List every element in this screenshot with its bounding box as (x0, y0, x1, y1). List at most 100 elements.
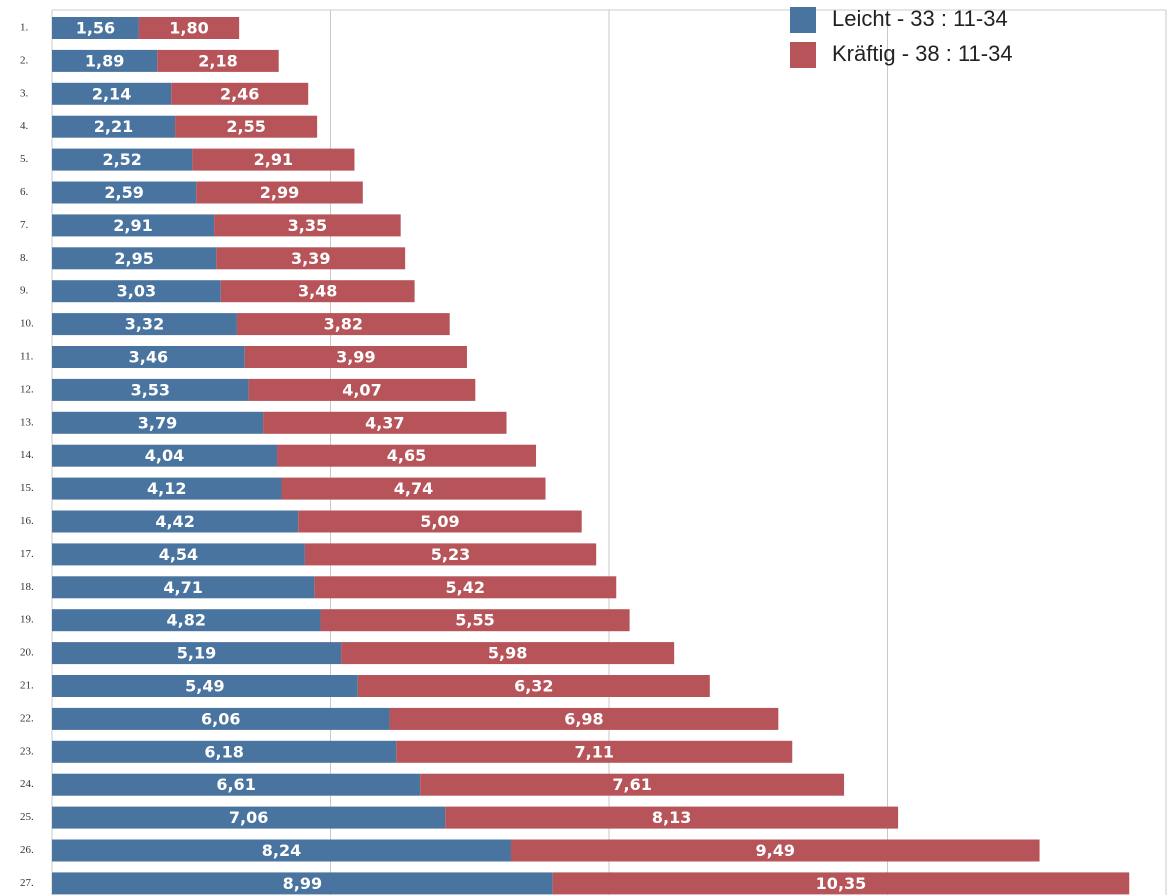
bar-segment (214, 214, 401, 237)
category-label: 22. (20, 712, 34, 724)
value-label: 3,46 (129, 348, 168, 367)
value-label: 5,19 (177, 644, 216, 663)
value-label: 3,82 (324, 315, 363, 334)
bar-segment (52, 675, 358, 697)
value-label: 2,46 (220, 84, 259, 103)
value-label: 2,18 (198, 51, 237, 70)
bar-segment (396, 740, 793, 763)
bar-segment (236, 313, 450, 336)
value-label: 1,56 (76, 19, 115, 38)
bar-segment (52, 806, 446, 829)
value-label: 3,53 (131, 380, 170, 399)
category-label: 9. (20, 285, 29, 297)
bar-segment (445, 806, 899, 829)
bar-segment (192, 148, 355, 171)
bar-segment (52, 247, 217, 270)
value-label: 6,32 (514, 677, 553, 696)
category-label: 19. (20, 614, 34, 626)
value-label: 2,21 (94, 117, 133, 136)
value-label: 5,23 (431, 545, 470, 564)
value-label: 2,91 (254, 150, 293, 169)
bar-segment (298, 510, 582, 533)
category-label: 17. (20, 548, 34, 560)
bar-segment (52, 642, 342, 665)
value-label: 4,12 (147, 479, 186, 498)
bar-segment (52, 346, 245, 368)
value-label: 3,03 (117, 282, 156, 301)
category-label: 11. (20, 351, 34, 363)
bar-segment (510, 839, 1040, 862)
bar-segment (357, 675, 710, 697)
value-label: 5,09 (420, 512, 459, 531)
value-label: 2,14 (92, 84, 131, 103)
bar-segment (52, 543, 305, 566)
bar-segment (216, 247, 406, 270)
category-label: 5. (20, 153, 29, 165)
bar-segment (52, 82, 172, 105)
bar-segment (52, 181, 197, 204)
value-label: 6,06 (201, 709, 240, 728)
value-label: 8,99 (283, 874, 322, 893)
value-label: 5,55 (455, 611, 494, 630)
value-label: 9,49 (756, 841, 795, 860)
value-label: 3,48 (298, 282, 337, 301)
bar-segment (263, 411, 507, 434)
bar-segment (244, 346, 467, 368)
bar-segment (52, 280, 221, 303)
value-label: 4,82 (166, 611, 205, 630)
bar-segment (52, 609, 321, 632)
category-label: 20. (20, 647, 34, 659)
category-label: 8. (20, 252, 29, 264)
category-label: 27. (20, 877, 34, 889)
bar-segment (320, 609, 630, 632)
bar-segment (52, 378, 249, 401)
value-label: 2,52 (102, 150, 141, 169)
value-label: 3,99 (336, 348, 375, 367)
bar-segment (220, 280, 415, 303)
value-label: 3,39 (291, 249, 330, 268)
bar-segment (52, 17, 139, 39)
category-label: 15. (20, 482, 34, 494)
value-label: 1,80 (169, 19, 208, 38)
legend-label: Leicht - 33 : 11-34 (832, 6, 1008, 31)
value-label: 2,99 (260, 183, 299, 202)
value-label: 8,24 (262, 841, 301, 860)
bar-segment (52, 214, 215, 237)
bar-segment (281, 477, 546, 500)
bar-segment (304, 543, 597, 566)
value-label: 4,42 (155, 512, 194, 531)
category-label: 23. (20, 745, 34, 757)
category-label: 6. (20, 186, 29, 198)
category-label: 4. (20, 120, 29, 132)
legend-label: Kräftig - 38 : 11-34 (832, 41, 1013, 66)
value-label: 2,59 (104, 183, 143, 202)
bar-segment (277, 444, 537, 467)
value-label: 4,54 (159, 545, 198, 564)
bar-segment (52, 872, 553, 895)
bar-segment (52, 115, 176, 138)
value-label: 7,61 (612, 775, 651, 794)
value-label: 4,65 (387, 446, 426, 465)
bar-segment (175, 115, 318, 138)
category-label: 2. (20, 54, 29, 66)
bar-segment (52, 839, 511, 862)
bar-segment (52, 773, 421, 796)
value-label: 3,32 (125, 315, 164, 334)
bar-segment (52, 444, 278, 467)
category-label: 1. (20, 22, 29, 34)
category-label: 12. (20, 383, 34, 395)
bar-segment (157, 49, 279, 72)
category-label: 3. (20, 87, 29, 99)
bar-segment (52, 576, 315, 599)
value-label: 3,35 (288, 216, 327, 235)
bar-segment (314, 576, 617, 599)
value-label: 8,13 (652, 808, 691, 827)
value-label: 6,98 (564, 709, 603, 728)
value-label: 5,42 (446, 578, 485, 597)
category-label: 21. (20, 680, 34, 692)
category-label: 13. (20, 416, 34, 428)
value-label: 2,55 (226, 117, 265, 136)
value-label: 5,98 (488, 644, 527, 663)
value-label: 5,49 (185, 677, 224, 696)
